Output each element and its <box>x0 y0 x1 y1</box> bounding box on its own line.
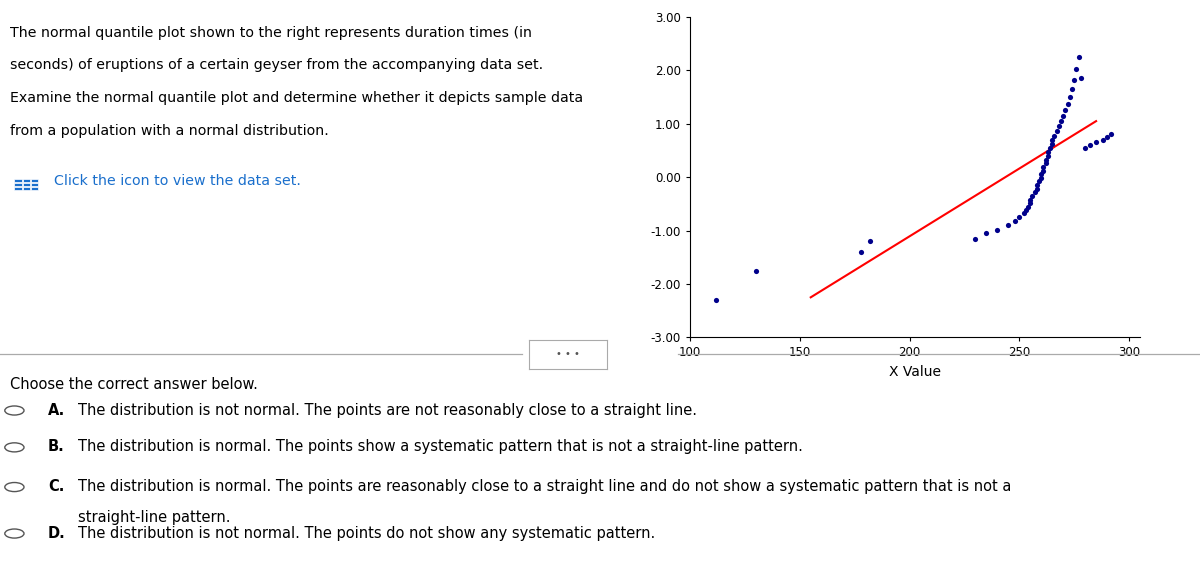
Point <box>1034 163 1054 172</box>
Point <box>1027 184 1046 193</box>
Point <box>1054 111 1073 120</box>
Point <box>1014 209 1033 218</box>
Point <box>1058 99 1078 108</box>
Point <box>1062 84 1081 94</box>
Point <box>1006 217 1025 226</box>
Text: Choose the correct answer below.: Choose the correct answer below. <box>10 377 258 392</box>
Point <box>1021 195 1040 204</box>
Point <box>1075 143 1094 153</box>
X-axis label: X Value: X Value <box>889 365 941 379</box>
Text: A.: A. <box>48 403 65 417</box>
Text: C.: C. <box>48 479 65 494</box>
Text: Click the icon to view the data set.: Click the icon to view the data set. <box>54 174 301 188</box>
Text: B.: B. <box>48 439 65 454</box>
Text: • • •: • • • <box>557 349 580 359</box>
Point <box>1016 206 1036 215</box>
Point <box>1036 159 1055 168</box>
Point <box>1049 122 1068 131</box>
Text: Examine the normal quantile plot and determine whether it depicts sample data: Examine the normal quantile plot and det… <box>10 91 583 105</box>
Point <box>1025 188 1044 197</box>
Point <box>1038 151 1057 160</box>
Point <box>1093 136 1112 145</box>
Point <box>1045 131 1064 140</box>
Point <box>746 266 766 275</box>
Text: straight-line pattern.: straight-line pattern. <box>78 510 230 525</box>
Text: The distribution is not normal. The points do not show any systematic pattern.: The distribution is not normal. The poin… <box>78 526 655 540</box>
Point <box>1051 117 1070 126</box>
Point <box>1036 155 1055 164</box>
Text: The normal quantile plot shown to the right represents duration times (in: The normal quantile plot shown to the ri… <box>10 26 532 40</box>
Point <box>860 237 880 246</box>
Text: The distribution is not normal. The points are not reasonably close to a straigh: The distribution is not normal. The poin… <box>78 403 697 417</box>
Text: D.: D. <box>48 526 66 540</box>
Point <box>1032 173 1051 182</box>
Point <box>1021 198 1040 208</box>
Point <box>707 295 726 304</box>
Point <box>1009 213 1028 222</box>
Point <box>1043 139 1062 149</box>
Text: seconds) of eruptions of a certain geyser from the accompanying data set.: seconds) of eruptions of a certain geyse… <box>10 58 542 73</box>
Point <box>988 225 1007 234</box>
Point <box>1032 170 1051 179</box>
Point <box>1056 106 1075 115</box>
Point <box>852 247 871 256</box>
Point <box>1086 138 1105 147</box>
Point <box>1043 136 1062 145</box>
Point <box>1102 130 1121 139</box>
Point <box>1019 202 1038 211</box>
Text: from a population with a normal distribution.: from a population with a normal distribu… <box>10 124 329 138</box>
Point <box>998 221 1018 230</box>
Point <box>1080 141 1099 150</box>
Point <box>1067 65 1086 74</box>
Point <box>1022 191 1042 200</box>
Point <box>1069 53 1088 62</box>
Point <box>1038 147 1057 156</box>
Point <box>1034 166 1054 175</box>
Point <box>1027 181 1046 190</box>
Point <box>1072 74 1091 83</box>
Point <box>966 234 985 243</box>
Point <box>1060 92 1079 101</box>
Point <box>1046 127 1066 136</box>
Text: The distribution is normal. The points show a systematic pattern that is not a s: The distribution is normal. The points s… <box>78 439 803 454</box>
Point <box>1040 144 1060 153</box>
Text: The distribution is normal. The points are reasonably close to a straight line a: The distribution is normal. The points a… <box>78 479 1012 494</box>
Point <box>1064 75 1084 84</box>
Point <box>977 229 996 238</box>
Point <box>1098 133 1117 142</box>
Point <box>1030 177 1049 186</box>
